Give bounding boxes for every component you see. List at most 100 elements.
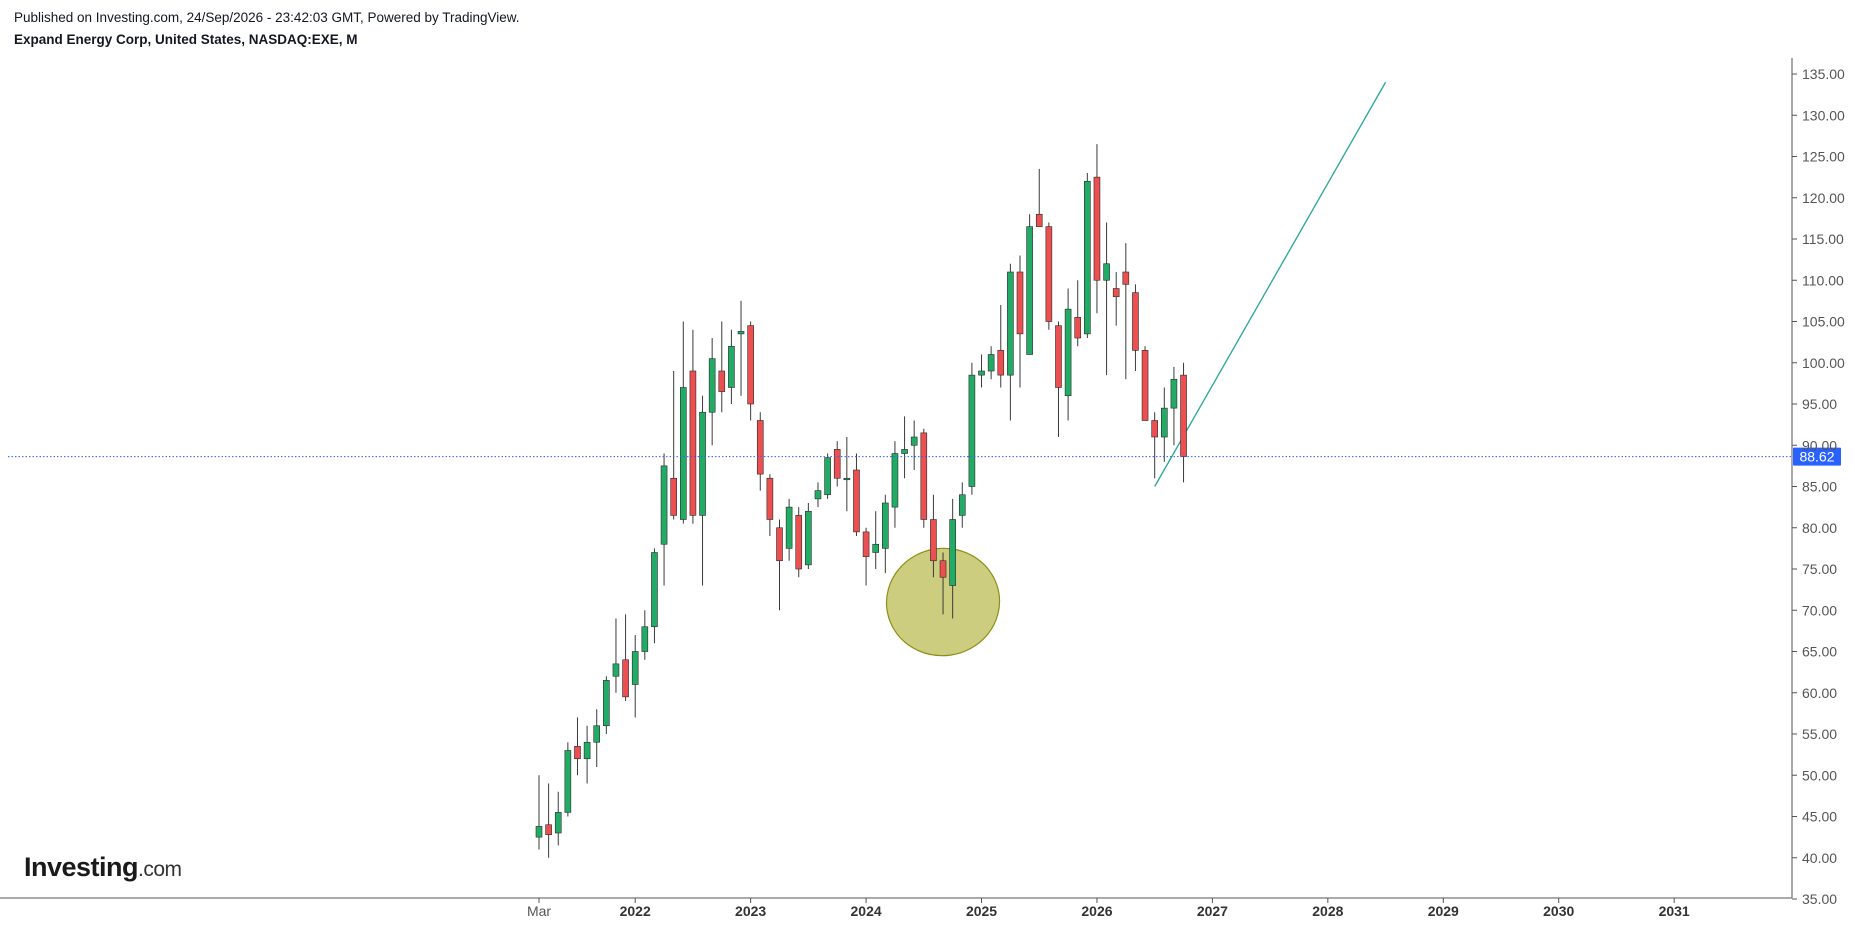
last-price-label: 88.62 [1799, 449, 1834, 465]
candle [718, 321, 726, 413]
x-tick-label: 2027 [1197, 903, 1228, 919]
candle [679, 321, 687, 524]
candle-body-up [987, 354, 995, 372]
candle-body-up [1103, 263, 1110, 281]
candle [756, 412, 764, 491]
y-tick-label: 35.00 [1802, 891, 1837, 907]
candle [593, 709, 601, 767]
candle [1093, 144, 1101, 314]
candle [1180, 362, 1187, 483]
candle-body-down [756, 420, 764, 475]
candle-body-up [843, 477, 851, 481]
y-tick-label: 65.00 [1802, 644, 1837, 660]
x-tick-label: 2030 [1543, 903, 1574, 919]
y-tick-label: 85.00 [1802, 479, 1837, 495]
candle [939, 552, 947, 615]
candle-body-up [901, 449, 908, 454]
candle-body-up [1026, 226, 1033, 355]
candle [920, 428, 928, 528]
candle [1084, 173, 1091, 338]
candle [872, 511, 880, 569]
candle-body-up [728, 345, 735, 388]
candle-body-up [631, 651, 639, 685]
candle-body-down [747, 325, 754, 405]
candle-body-up [593, 725, 601, 743]
candle-body-up [554, 812, 562, 834]
instrument-title: Expand Energy Corp, United States, NASDA… [14, 32, 358, 47]
candles-layer [535, 144, 1187, 858]
candle-body-up [708, 358, 716, 413]
candle [554, 791, 562, 846]
candle [776, 519, 783, 611]
candle [814, 482, 822, 508]
candle-body-down [1016, 271, 1024, 335]
x-tick-label: 2024 [851, 903, 882, 919]
candle [833, 441, 841, 487]
candle [708, 338, 716, 446]
candle [958, 482, 966, 528]
candle-body-up [814, 490, 822, 500]
candle-body-up [1084, 180, 1091, 335]
y-tick-label: 110.00 [1802, 272, 1844, 288]
candle [689, 329, 697, 524]
candle [699, 395, 706, 586]
candle-body-down [1180, 374, 1187, 457]
candle-body-down [776, 527, 783, 562]
candle-body-down [670, 477, 677, 516]
candle [1007, 263, 1014, 421]
candle [968, 362, 976, 495]
candle [930, 494, 937, 578]
y-tick-label: 80.00 [1802, 520, 1837, 536]
published-info: Published on Investing.com, 24/Sep/2026 … [14, 10, 520, 25]
candle-body-up [968, 374, 976, 487]
candle [1170, 366, 1178, 446]
candle [843, 437, 851, 512]
candle-body-down [795, 515, 803, 570]
y-tick-label: 40.00 [1802, 850, 1837, 866]
candle-body-up [1161, 407, 1168, 438]
y-tick-label: 130.00 [1802, 107, 1845, 123]
candle-body-up [699, 411, 706, 516]
x-tick-label: 2025 [966, 903, 997, 919]
candle [785, 498, 793, 561]
candle [1112, 272, 1120, 326]
y-tick-label: 125.00 [1802, 149, 1845, 165]
candle [583, 725, 591, 784]
candle [1055, 321, 1062, 437]
candle [795, 507, 803, 578]
candle-body-up [737, 331, 745, 335]
candle-body-up [535, 826, 543, 838]
candle [1141, 346, 1149, 421]
candle [978, 354, 985, 388]
candle-body-down [718, 370, 726, 392]
candle [1122, 243, 1130, 380]
candle [535, 775, 543, 850]
candle-body-down [1122, 271, 1130, 285]
candle [853, 453, 860, 536]
candle [1132, 284, 1139, 371]
candle [631, 635, 639, 718]
candle-body-down [1093, 176, 1101, 281]
candle [737, 300, 745, 396]
candle [824, 453, 831, 499]
candle-body-up [641, 626, 649, 652]
y-tick-label: 90.00 [1802, 437, 1837, 453]
candle-body-down [622, 659, 629, 698]
y-tick-label: 115.00 [1802, 231, 1844, 247]
y-tick-label: 100.00 [1802, 355, 1845, 371]
candle-body-down [766, 477, 774, 520]
candle-body-up [583, 741, 591, 760]
y-tick-label: 60.00 [1802, 685, 1837, 701]
candle [1151, 412, 1158, 479]
candle-body-up [651, 552, 658, 628]
candle-body-up [805, 510, 812, 566]
candle-body-down [833, 449, 841, 479]
candle-body-down [997, 350, 1005, 376]
candle-body-down [1151, 420, 1158, 438]
candle-body-up [603, 680, 610, 727]
candle [949, 498, 956, 619]
candle-body-up [679, 387, 687, 520]
candle-body-up [1064, 308, 1072, 397]
candle [728, 329, 735, 404]
